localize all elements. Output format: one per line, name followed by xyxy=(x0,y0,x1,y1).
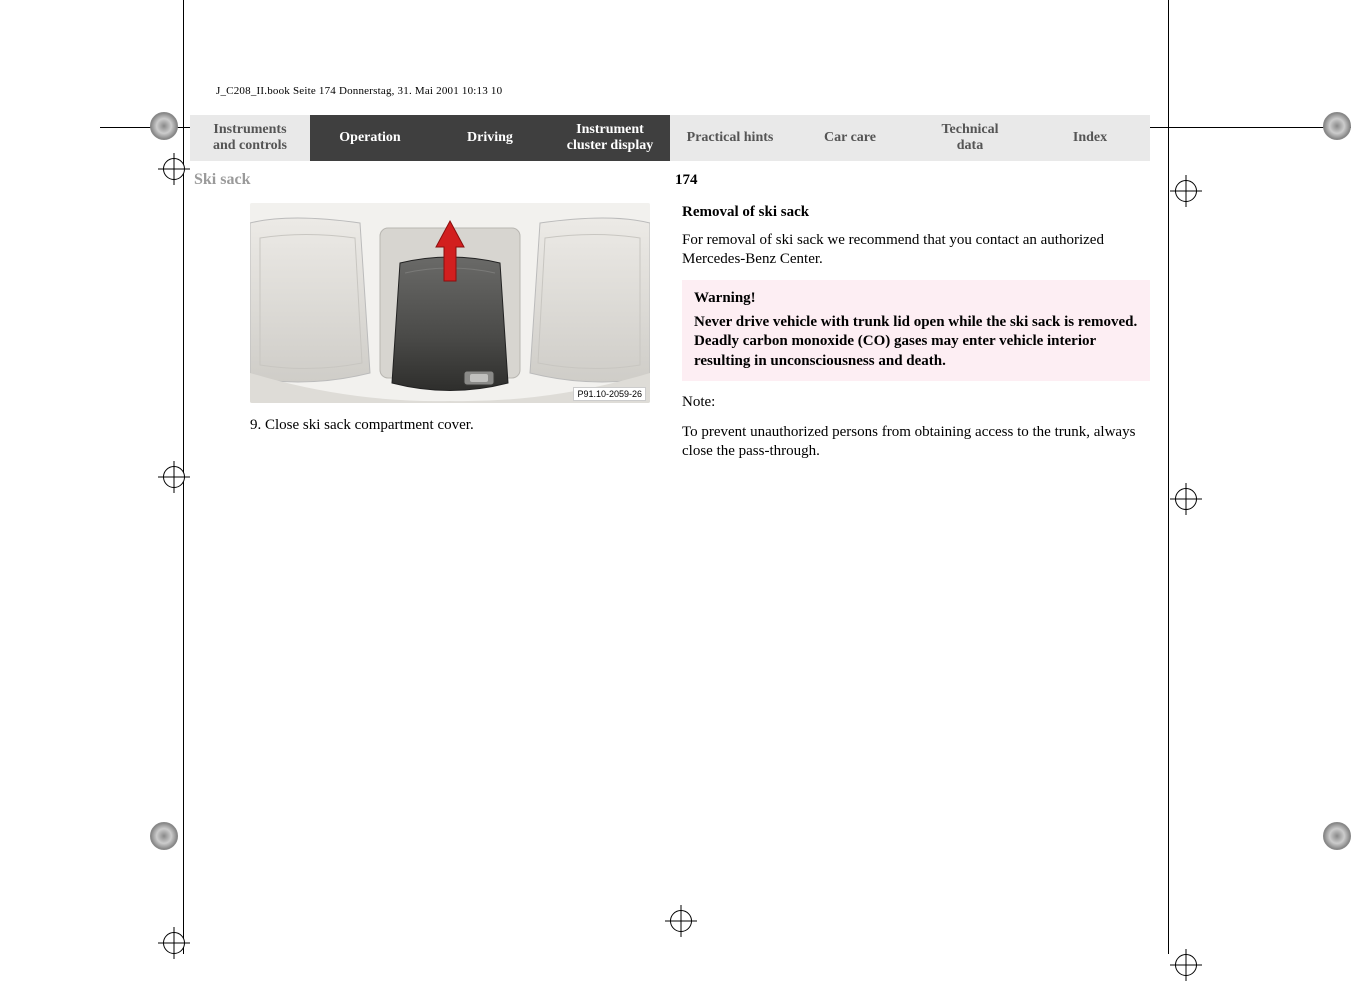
step-9-text: 9. Close ski sack compartment cover. xyxy=(250,417,658,434)
warning-box: Warning! Never drive vehicle with trunk … xyxy=(682,280,1150,382)
note-label: Note: xyxy=(682,393,1150,413)
section-title: Ski sack xyxy=(190,171,669,189)
nav-tab-5[interactable]: Car care xyxy=(790,115,910,161)
nav-tab-0[interactable]: Instrumentsand controls xyxy=(190,115,310,161)
page-number: 174 xyxy=(669,172,1150,189)
nav-tab-7[interactable]: Index xyxy=(1030,115,1150,161)
registration-mark xyxy=(163,932,185,954)
nav-tab-1[interactable]: Operation xyxy=(310,115,430,161)
warning-title: Warning! xyxy=(694,290,1138,307)
removal-heading: Removal of ski sack xyxy=(682,203,1150,223)
page: J_C208_II.book Seite 174 Donnerstag, 31.… xyxy=(190,85,1150,472)
removal-paragraph: For removal of ski sack we recommend tha… xyxy=(682,231,1150,270)
figure-label: P91.10-2059-26 xyxy=(573,387,646,401)
warning-body: Never drive vehicle with trunk lid open … xyxy=(694,313,1138,372)
crop-ornament xyxy=(1323,112,1351,140)
crop-ornament xyxy=(1323,822,1351,850)
nav-tabs: Instrumentsand controlsOperationDrivingI… xyxy=(190,115,1150,161)
nav-tab-2[interactable]: Driving xyxy=(430,115,550,161)
nav-tab-6[interactable]: Technicaldata xyxy=(910,115,1030,161)
nav-tab-4[interactable]: Practical hints xyxy=(670,115,790,161)
registration-mark xyxy=(670,910,692,932)
figure-ski-sack-cover: P91.10-2059-26 xyxy=(250,203,650,403)
crop-ornament xyxy=(150,112,178,140)
print-header: J_C208_II.book Seite 174 Donnerstag, 31.… xyxy=(216,85,1150,97)
registration-mark xyxy=(1175,488,1197,510)
registration-mark xyxy=(1175,954,1197,976)
note-body: To prevent unauthorized persons from obt… xyxy=(682,423,1150,462)
registration-mark xyxy=(163,158,185,180)
registration-mark xyxy=(1175,180,1197,202)
crop-ornament xyxy=(150,822,178,850)
registration-mark xyxy=(163,466,185,488)
nav-tab-3[interactable]: Instrumentcluster display xyxy=(550,115,670,161)
